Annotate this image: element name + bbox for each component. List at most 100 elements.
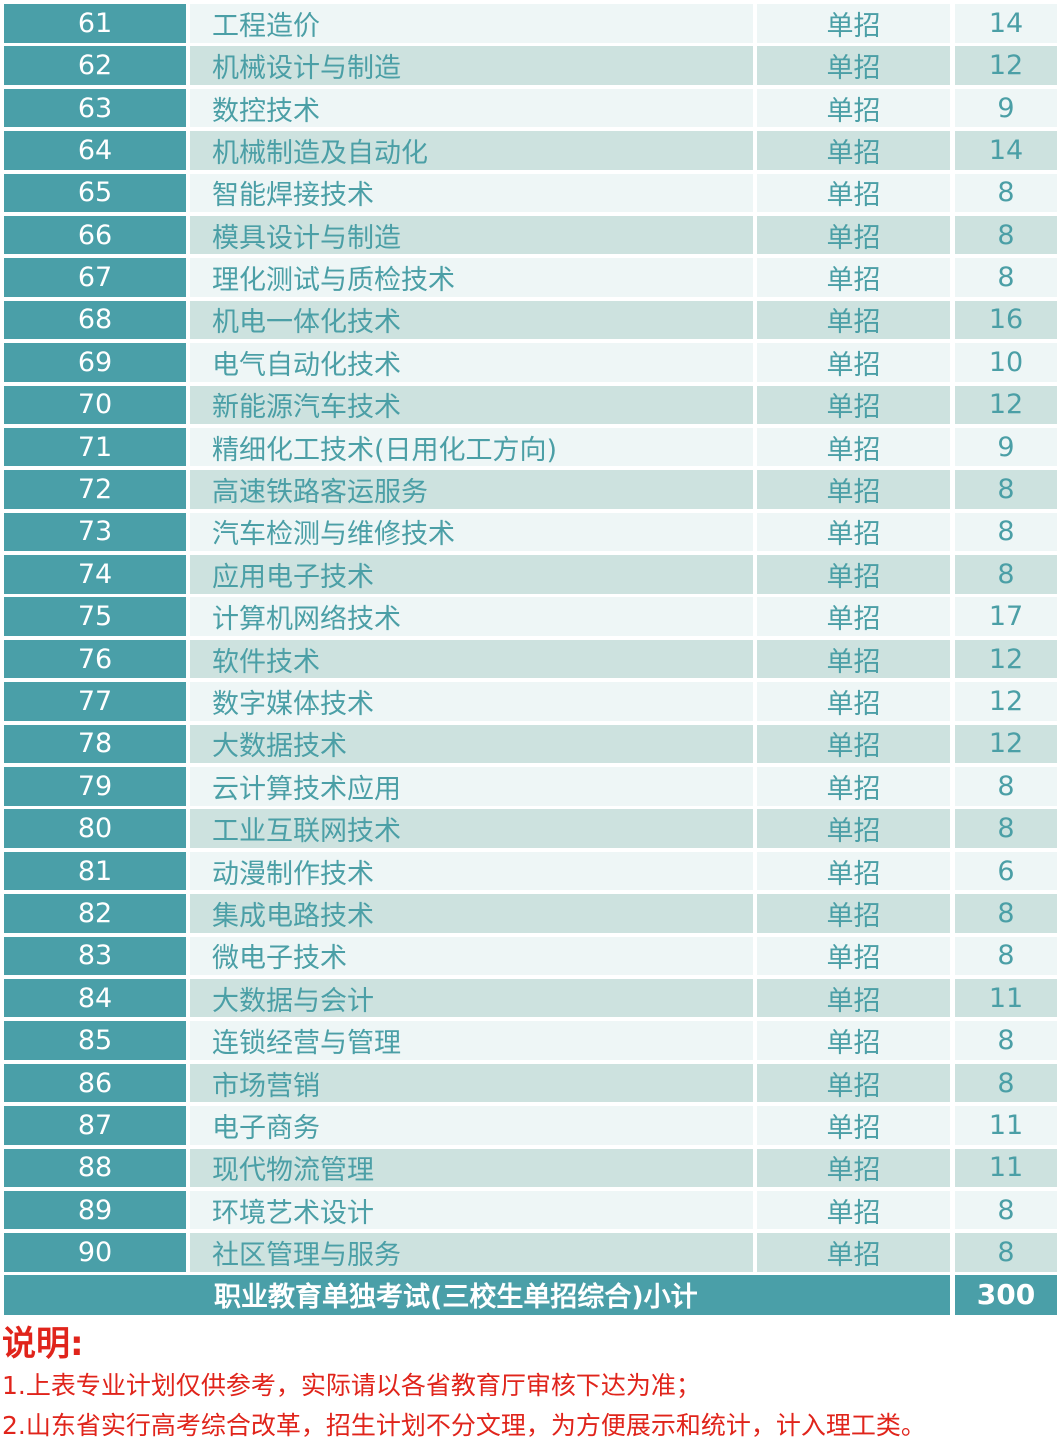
major-name: 大数据技术 [190,724,753,764]
row-number: 86 [4,1063,186,1103]
table-row: 84 大数据与会计 单招 11 [4,978,1057,1018]
major-name: 应用电子技术 [190,555,753,594]
row-number: 67 [4,258,186,297]
major-name: 工程造价 [190,4,753,43]
row-number: 74 [4,555,186,594]
row-number: 85 [4,1021,186,1060]
quota: 11 [955,1106,1057,1145]
admission-type: 单招 [757,682,950,721]
table-row: 66 模具设计与制造 单招 8 [4,215,1057,255]
admission-type: 单招 [757,1021,950,1060]
admission-type: 单招 [757,978,950,1018]
quota: 8 [955,215,1057,255]
table-row: 68 机电一体化技术 单招 16 [4,300,1057,340]
admission-type: 单招 [757,131,950,170]
table-row: 75 计算机网络技术 单招 17 [4,597,1057,636]
row-number: 61 [4,4,186,43]
quota: 12 [955,46,1057,85]
admission-type: 单招 [757,1063,950,1103]
major-name: 环境艺术设计 [190,1190,753,1230]
table-row: 76 软件技术 单招 12 [4,639,1057,679]
quota: 8 [955,1021,1057,1060]
admission-type: 单招 [757,4,950,43]
quota: 12 [955,639,1057,679]
row-number: 64 [4,131,186,170]
table-row: 64 机械制造及自动化 单招 14 [4,131,1057,170]
admission-type: 单招 [757,300,950,340]
admission-type: 单招 [757,88,950,128]
row-number: 77 [4,682,186,721]
row-number: 90 [4,1233,186,1272]
major-name: 数控技术 [190,88,753,128]
major-name: 现代物流管理 [190,1148,753,1188]
admission-type: 单招 [757,639,950,679]
admission-type: 单招 [757,724,950,764]
table-row: 65 智能焊接技术 单招 8 [4,173,1057,213]
major-name: 集成电路技术 [190,894,753,933]
row-number: 83 [4,936,186,976]
row-number: 73 [4,512,186,552]
major-name: 微电子技术 [190,936,753,976]
major-name: 软件技术 [190,639,753,679]
major-name: 大数据与会计 [190,978,753,1018]
admission-type: 单招 [757,809,950,848]
major-name: 社区管理与服务 [190,1233,753,1272]
major-name: 计算机网络技术 [190,597,753,636]
quota: 9 [955,427,1057,467]
quota: 9 [955,88,1057,128]
admission-type: 单招 [757,597,950,636]
row-number: 65 [4,173,186,213]
table-row: 89 环境艺术设计 单招 8 [4,1190,1057,1230]
major-name: 工业互联网技术 [190,809,753,848]
table-row: 73 汽车检测与维修技术 单招 8 [4,512,1057,552]
notes-title: 说明: [2,1324,84,1364]
quota: 8 [955,894,1057,933]
table-row: 71 精细化工技术(日用化工方向) 单招 9 [4,427,1057,467]
major-name: 高速铁路客运服务 [190,470,753,509]
table-row: 83 微电子技术 单招 8 [4,936,1057,976]
quota: 8 [955,767,1057,806]
quota: 12 [955,385,1057,425]
major-name: 数字媒体技术 [190,682,753,721]
row-number: 87 [4,1106,186,1145]
quota: 8 [955,258,1057,297]
major-name: 动漫制作技术 [190,851,753,891]
table-row: 79 云计算技术应用 单招 8 [4,767,1057,806]
quota: 10 [955,343,1057,382]
quota: 12 [955,682,1057,721]
quota: 8 [955,809,1057,848]
admission-type: 单招 [757,894,950,933]
admission-type: 单招 [757,215,950,255]
quota: 8 [955,555,1057,594]
note-line: 2.山东省实行高考综合改革，招生计划不分文理，为方便展示和统计，计入理工类。 [2,1411,926,1440]
major-name: 精细化工技术(日用化工方向) [190,427,753,467]
quota: 8 [955,470,1057,509]
row-number: 81 [4,851,186,891]
admission-type: 单招 [757,258,950,297]
table-row: 61 工程造价 单招 14 [4,4,1057,43]
row-number: 75 [4,597,186,636]
admission-type: 单招 [757,470,950,509]
table-row: 72 高速铁路客运服务 单招 8 [4,470,1057,509]
quota: 6 [955,851,1057,891]
admission-type: 单招 [757,385,950,425]
table-row: 82 集成电路技术 单招 8 [4,894,1057,933]
major-name: 理化测试与质检技术 [190,258,753,297]
row-number: 80 [4,809,186,848]
admission-type: 单招 [757,1106,950,1145]
quota: 8 [955,1233,1057,1272]
table-row: 69 电气自动化技术 单招 10 [4,343,1057,382]
major-name: 云计算技术应用 [190,767,753,806]
subtotal-label: 职业教育单独考试(三校生单招综合)小计 [4,1274,950,1315]
admission-type: 单招 [757,555,950,594]
row-number: 66 [4,215,186,255]
major-name: 连锁经营与管理 [190,1021,753,1060]
subtotal-value: 300 [955,1274,1057,1315]
quota: 8 [955,1063,1057,1103]
enrollment-table: 61 工程造价 单招 14 62 机械设计与制造 单招 12 63 数控技术 单招 9 64 机械制造及自… [4,4,1057,1315]
admission-type: 单招 [757,427,950,467]
quota: 17 [955,597,1057,636]
quota: 8 [955,512,1057,552]
table-row: 78 大数据技术 单招 12 [4,724,1057,764]
table-row: 67 理化测试与质检技术 单招 8 [4,258,1057,297]
